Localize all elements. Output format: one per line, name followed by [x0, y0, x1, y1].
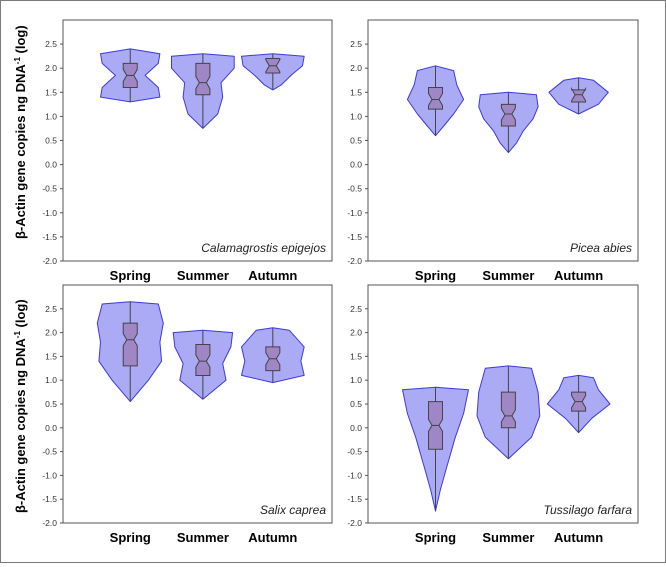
y-tick-label: -1.5	[347, 232, 362, 242]
x-category-label: Summer	[177, 530, 229, 545]
y-tick-label: 1.5	[45, 87, 57, 97]
y-tick-label: 1.5	[45, 351, 57, 361]
y-tick-label: -2.0	[347, 256, 362, 266]
x-category-label: Spring	[110, 268, 151, 283]
y-tick-label: -1.0	[347, 208, 362, 218]
chart-panel-2: 2.5 2.0 1.5 1.0 0.5 0.0 -0.5 -1.0 -1.5 -2.0 Spring…	[347, 19, 639, 283]
y-tick-label: 2.5	[45, 39, 57, 49]
y-tick-label: -0.5	[347, 184, 362, 194]
x-category-label: Summer	[177, 268, 229, 283]
y-axis-label: β-Actin gene copies ng DNA-1 (log)	[13, 25, 28, 239]
y-tick-label: -0.5	[42, 184, 57, 194]
x-category-label: Summer	[482, 530, 534, 545]
chart-panel-3: 2.5 2.0 1.5 1.0 0.5 0.0 -0.5 -1.0 -1.5 -2.0 Spring…	[42, 284, 333, 545]
x-category-label: Spring	[415, 268, 456, 283]
y-tick-label: 2.5	[350, 304, 362, 314]
box-summer	[195, 344, 211, 376]
y-tick-label: -2.0	[42, 256, 57, 266]
y-tick-label: 1.5	[350, 351, 362, 361]
y-tick-label: 2.0	[350, 63, 362, 73]
y-axis-label: β-Actin gene copies ng DNA-1 (log)	[13, 299, 28, 513]
y-tick-label: 1.0	[45, 375, 57, 385]
y-tick-label: 1.5	[350, 87, 362, 97]
box-spring	[122, 322, 138, 367]
y-tick-label: 0.5	[350, 136, 362, 146]
box-summer	[500, 103, 516, 127]
y-tick-label: -2.0	[347, 518, 362, 528]
x-category-label: Autumn	[554, 268, 603, 283]
x-category-label: Autumn	[248, 530, 297, 545]
chart-panel-1: 2.5 2.0 1.5 1.0 0.5 0.0 -0.5 -1.0 -1.5 -2.0 Spring…	[42, 19, 333, 283]
species-label: Calamagrostis epigejos	[201, 241, 326, 255]
y-tick-label: 0.0	[45, 160, 57, 170]
x-category-label: Spring	[415, 530, 456, 545]
y-tick-label: -1.0	[42, 208, 57, 218]
y-tick-label: 1.0	[45, 111, 57, 121]
y-tick-label: -2.0	[42, 518, 57, 528]
y-tick-label: 0.0	[45, 423, 57, 433]
box-summer	[195, 62, 211, 96]
y-tick-label: 2.5	[45, 304, 57, 314]
y-tick-label: 2.0	[350, 328, 362, 338]
y-tick-label: -1.0	[347, 470, 362, 480]
y-tick-label: 1.0	[350, 375, 362, 385]
species-label: Salix caprea	[260, 503, 326, 517]
y-tick-label: 1.0	[350, 111, 362, 121]
y-tick-label: 0.5	[45, 136, 57, 146]
x-category-label: Autumn	[248, 268, 297, 283]
y-tick-label: -1.5	[42, 232, 57, 242]
y-tick-label: 0.5	[45, 399, 57, 409]
y-tick-label: -1.5	[347, 494, 362, 504]
species-label: Picea abies	[570, 241, 632, 255]
box-spring	[428, 86, 443, 110]
box-summer	[500, 391, 516, 429]
y-tick-label: 0.5	[350, 399, 362, 409]
y-tick-label: 0.0	[350, 423, 362, 433]
y-tick-label: 2.5	[350, 39, 362, 49]
y-tick-label: 0.0	[350, 160, 362, 170]
box-autumn	[571, 86, 587, 103]
x-category-label: Summer	[482, 268, 534, 283]
species-label: Tussilago farfara	[544, 503, 633, 517]
y-tick-label: -0.5	[347, 447, 362, 457]
chart-panel-4: 2.5 2.0 1.5 1.0 0.5 0.0 -0.5 -1.0 -1.5 -2.0 Spring…	[347, 284, 639, 545]
x-category-label: Autumn	[554, 530, 603, 545]
y-tick-label: -0.5	[42, 447, 57, 457]
y-tick-label: -1.0	[42, 470, 57, 480]
x-category-label: Spring	[110, 530, 151, 545]
y-tick-label: 2.0	[45, 63, 57, 73]
y-tick-label: -1.5	[42, 494, 57, 504]
y-tick-label: 2.0	[45, 328, 57, 338]
